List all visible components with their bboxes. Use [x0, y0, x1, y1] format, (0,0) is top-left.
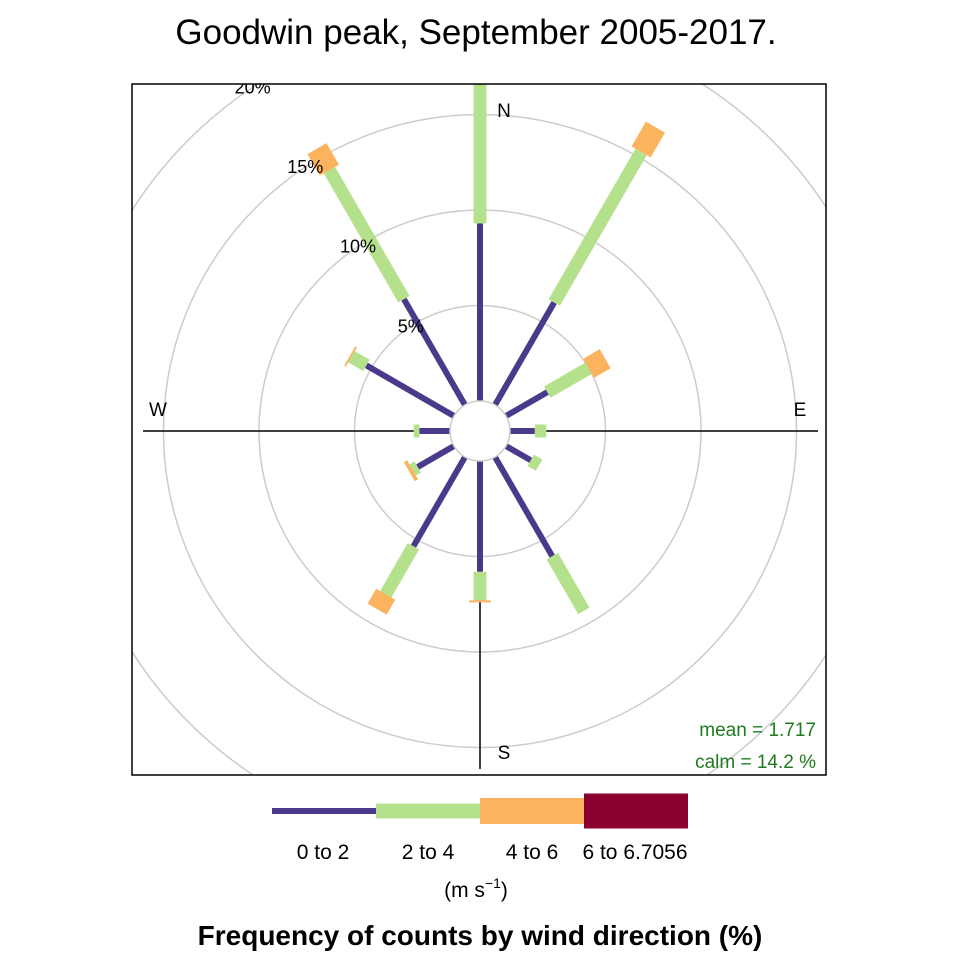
ring-label-2: 10%: [340, 237, 376, 257]
legend: 0 to 2 2 to 4 4 to 6 6 to 6.7056: [272, 793, 688, 864]
ring-label-3: 15%: [287, 157, 323, 177]
ring-label-1: 5%: [398, 316, 424, 336]
legend-swatch-2: [376, 803, 480, 819]
legend-swatch-1: [272, 808, 376, 814]
petal-30-bin-1: [492, 300, 557, 407]
petal-210-bin-1: [410, 455, 468, 548]
mean-stat: mean = 1.717: [699, 720, 816, 741]
petal-210-bin-2: [380, 543, 420, 598]
petal-120-bin-2: [527, 454, 543, 471]
ring-label-4: 20%: [235, 77, 271, 97]
labels: 5% 10% 15% 20% N E S W: [149, 77, 807, 764]
petal-240-bin-2: [409, 461, 421, 476]
petal-300-bin-1: [364, 362, 456, 419]
petals: [307, 84, 665, 615]
compass-label-e: E: [794, 400, 807, 421]
petal-30-bin-3: [631, 121, 665, 158]
unit-close: ): [501, 879, 508, 902]
unit-label: (m s−1): [444, 875, 508, 902]
petal-300-bin-2: [348, 351, 370, 372]
petal-240-bin-3: [403, 460, 419, 482]
petal-330-bin-2: [323, 166, 410, 303]
petal-150-bin-2: [546, 552, 590, 615]
petal-300-bin-3: [344, 346, 357, 367]
petal-150-bin-1: [492, 455, 555, 558]
plot-area: 5% 10% 15% 20% N E S W: [132, 77, 826, 775]
unit-text: (m s: [444, 879, 485, 902]
petal-120-bin-1: [504, 443, 533, 463]
unit-superscript: −1: [485, 875, 501, 891]
petal-240-bin-1: [416, 443, 456, 470]
legend-label-3: 4 to 6: [506, 841, 559, 864]
footer-caption: Frequency of counts by wind direction (%…: [198, 920, 763, 951]
petal-30-bin-2: [548, 148, 647, 306]
petal-330-bin-3: [307, 143, 339, 176]
compass-label-n: N: [497, 101, 511, 122]
calm-circle: [449, 400, 511, 462]
legend-label-1: 0 to 2: [297, 841, 350, 864]
legend-swatch-4: [584, 793, 688, 829]
legend-swatch-3: [480, 798, 584, 824]
plot-border: [131, 83, 827, 776]
petal-60-bin-3: [583, 349, 611, 378]
petal-60-bin-2: [544, 362, 592, 398]
petal-60-bin-1: [504, 389, 549, 419]
legend-label-4: 6 to 6.7056: [582, 841, 687, 864]
calm-stat: calm = 14.2 %: [695, 752, 816, 773]
petal-210-bin-3: [367, 588, 396, 615]
chart-title: Goodwin peak, September 2005-2017.: [175, 13, 776, 52]
compass-label-s: S: [498, 743, 511, 764]
compass-label-w: W: [149, 400, 167, 421]
legend-label-2: 2 to 4: [402, 841, 455, 864]
petal-330-bin-1: [401, 297, 468, 407]
